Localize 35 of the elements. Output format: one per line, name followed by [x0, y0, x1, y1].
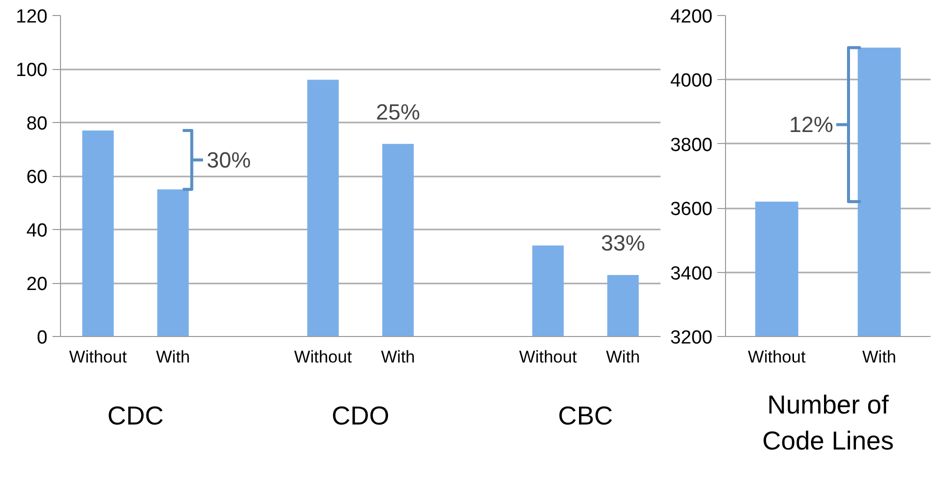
- annotation: 12%: [789, 112, 834, 138]
- x-tick-label: With: [862, 348, 896, 366]
- bar: [307, 80, 339, 336]
- annotation: 30%: [206, 147, 251, 172]
- y-tick-label: 40: [26, 220, 48, 242]
- x-tick-label: Without: [748, 348, 806, 366]
- y-tick-label: 60: [26, 167, 48, 188]
- y-tick-label: 120: [16, 6, 48, 28]
- y-tick-label: 3600: [670, 199, 713, 220]
- annotation: 25%: [376, 100, 420, 125]
- text: CDC: [107, 400, 164, 430]
- x-tick-label: Without: [519, 348, 578, 366]
- bar: [82, 130, 114, 336]
- y-tick-label: 3800: [670, 134, 713, 156]
- x-tick-label: Without: [294, 348, 352, 366]
- bar: [532, 246, 564, 336]
- y-tick-label: 4200: [670, 6, 713, 28]
- y-tick-label: 3200: [670, 328, 713, 348]
- bar: [607, 274, 639, 336]
- y-tick-label: 3400: [670, 263, 713, 284]
- y-tick-label: 0: [36, 328, 48, 348]
- x-tick-label: With: [606, 348, 640, 366]
- x-tick-label: With: [381, 348, 415, 366]
- x-tick-label: With: [156, 348, 190, 366]
- bar: [382, 144, 414, 336]
- text: CBC: [558, 400, 613, 430]
- annotation: 33%: [600, 230, 646, 256]
- bar: [157, 189, 189, 336]
- y-tick-label: 4000: [670, 70, 713, 92]
- y-tick-label: 20: [26, 274, 48, 295]
- x-axis-title: Number of Code Lines: [762, 390, 894, 456]
- text: CDO: [332, 400, 390, 430]
- x-tick-label: Without: [69, 348, 128, 366]
- y-tick-label: 100: [16, 60, 48, 81]
- y-tick-label: 80: [26, 114, 48, 134]
